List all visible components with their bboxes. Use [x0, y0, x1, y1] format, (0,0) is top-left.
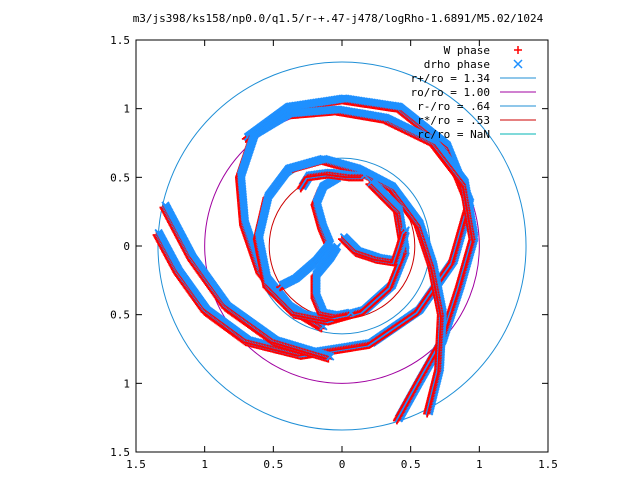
x-tick-label: 1.5 — [126, 458, 146, 471]
x-tick-label: 1.5 — [538, 458, 558, 471]
legend-marker — [513, 59, 523, 69]
x-tick-label: 1 — [476, 458, 483, 471]
legend-marker — [514, 46, 522, 54]
y-tick-label: 1.5 — [110, 446, 130, 459]
drho-phase-point — [401, 226, 410, 235]
chart-title: m3/js398/ks158/np0.0/q1.5/r-+.47-j478/lo… — [133, 12, 544, 25]
x-tick-label: 0.5 — [401, 458, 421, 471]
y-tick-label: 1 — [123, 377, 130, 390]
legend-label: rc/ro = NaN — [417, 128, 490, 141]
legend-label: r+/ro = 1.34 — [411, 72, 491, 85]
legend-label: r-/ro = .64 — [417, 100, 490, 113]
drho-phase-point — [326, 352, 335, 361]
drho-phase-point — [346, 308, 356, 317]
y-tick-label: 1.5 — [110, 34, 130, 47]
x-tick-label: 1 — [201, 458, 208, 471]
y-tick-label: 1 — [123, 103, 130, 116]
circle-2 — [157, 61, 527, 431]
y-tick-label: 0.5 — [110, 309, 130, 322]
drho-phase-point — [360, 171, 369, 180]
y-tick-label: 0 — [123, 240, 130, 253]
phase-markers — [152, 94, 479, 425]
x-tick-label: 0.5 — [263, 458, 283, 471]
drho-phase-point — [278, 281, 287, 290]
legend-label: W phase — [444, 44, 490, 57]
y-tick-label: 0.5 — [110, 171, 130, 184]
legend-label: r*/ro = .53 — [417, 114, 490, 127]
legend-label: ro/ro = 1.00 — [411, 86, 490, 99]
legend-label: drho phase — [424, 58, 490, 71]
drho-phase-point — [367, 178, 376, 187]
x-tick-label: 0 — [339, 458, 346, 471]
